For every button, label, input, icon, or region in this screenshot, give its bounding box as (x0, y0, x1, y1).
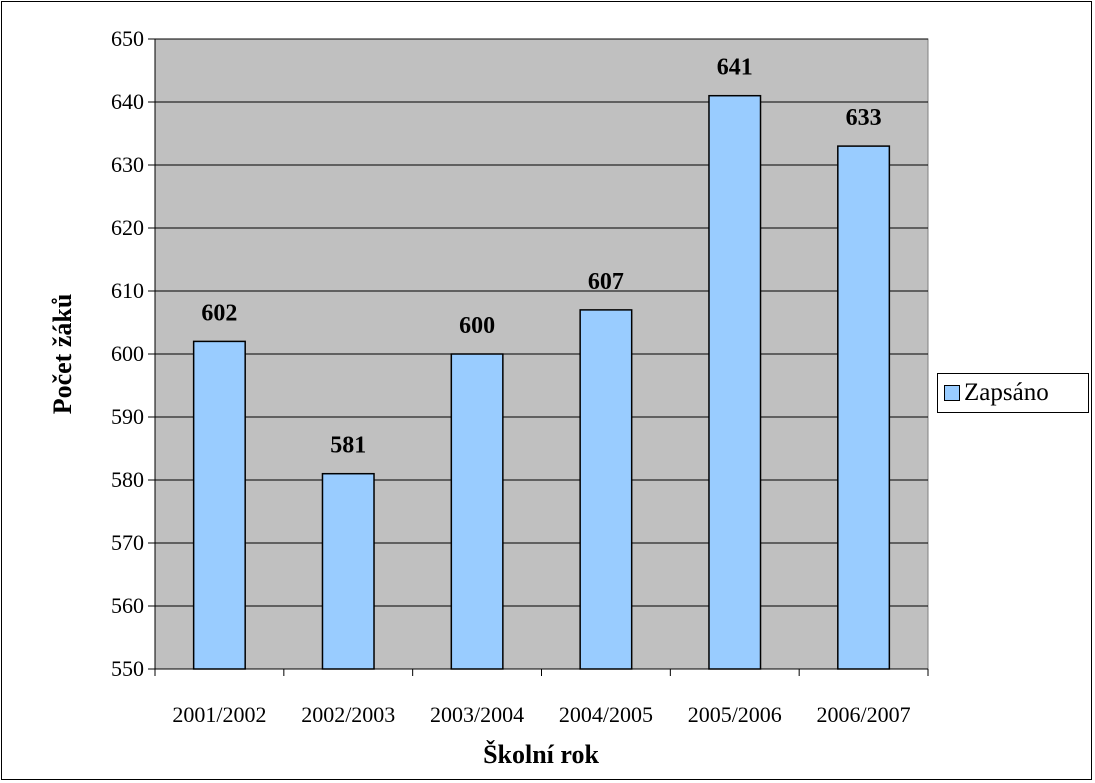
data-label: 600 (459, 313, 495, 339)
x-axis-title: Školní rok (483, 740, 599, 769)
x-tick-label: 2006/2007 (817, 702, 911, 727)
y-tick-label: 640 (111, 89, 144, 114)
legend: Zapsáno (937, 373, 1089, 413)
bar-2003/2004 (450, 353, 504, 670)
x-tick-labels: 2001/2002 2002/2003 2003/2004 2004/2005 2005… (172, 702, 910, 727)
y-tick-label: 630 (111, 152, 144, 177)
y-tick-label: 620 (111, 215, 144, 240)
bar-2004/2005 (579, 309, 633, 670)
bar-2005/2006 (708, 94, 762, 670)
x-tick-label: 2004/2005 (559, 702, 653, 727)
gridlines (155, 38, 928, 607)
x-tick-label: 2005/2006 (688, 702, 782, 727)
y-tick-label: 590 (111, 404, 144, 429)
y-tick-label: 650 (111, 26, 144, 51)
y-tick-label: 610 (111, 278, 144, 303)
y-tick-label: 600 (111, 341, 144, 366)
data-label: 607 (588, 269, 624, 295)
axes (148, 38, 929, 676)
y-tick-label: 570 (111, 530, 144, 555)
bar-2001/2002 (192, 340, 246, 670)
legend-label: Zapsáno (964, 379, 1049, 406)
y-tick-label: 580 (111, 467, 144, 492)
data-labels: 602 581 600 607 641 633 (201, 55, 881, 459)
data-label: 602 (201, 300, 237, 326)
y-tick-label: 560 (111, 593, 144, 618)
y-axis-title: Počet žáků (48, 294, 77, 415)
legend-swatch (944, 385, 960, 401)
x-tick-label: 2003/2004 (430, 702, 524, 727)
y-tick-labels: 550 560 570 580 590 600 610 620 630 640 650 (111, 26, 144, 681)
bar-2002/2003 (321, 472, 375, 670)
data-label: 633 (846, 105, 882, 131)
y-tick-label: 550 (111, 656, 144, 681)
bar-2006/2007 (837, 145, 891, 670)
data-label: 581 (330, 433, 366, 459)
x-tick-label: 2002/2003 (301, 702, 395, 727)
x-tick-label: 2001/2002 (172, 702, 266, 727)
data-label: 641 (717, 55, 753, 81)
